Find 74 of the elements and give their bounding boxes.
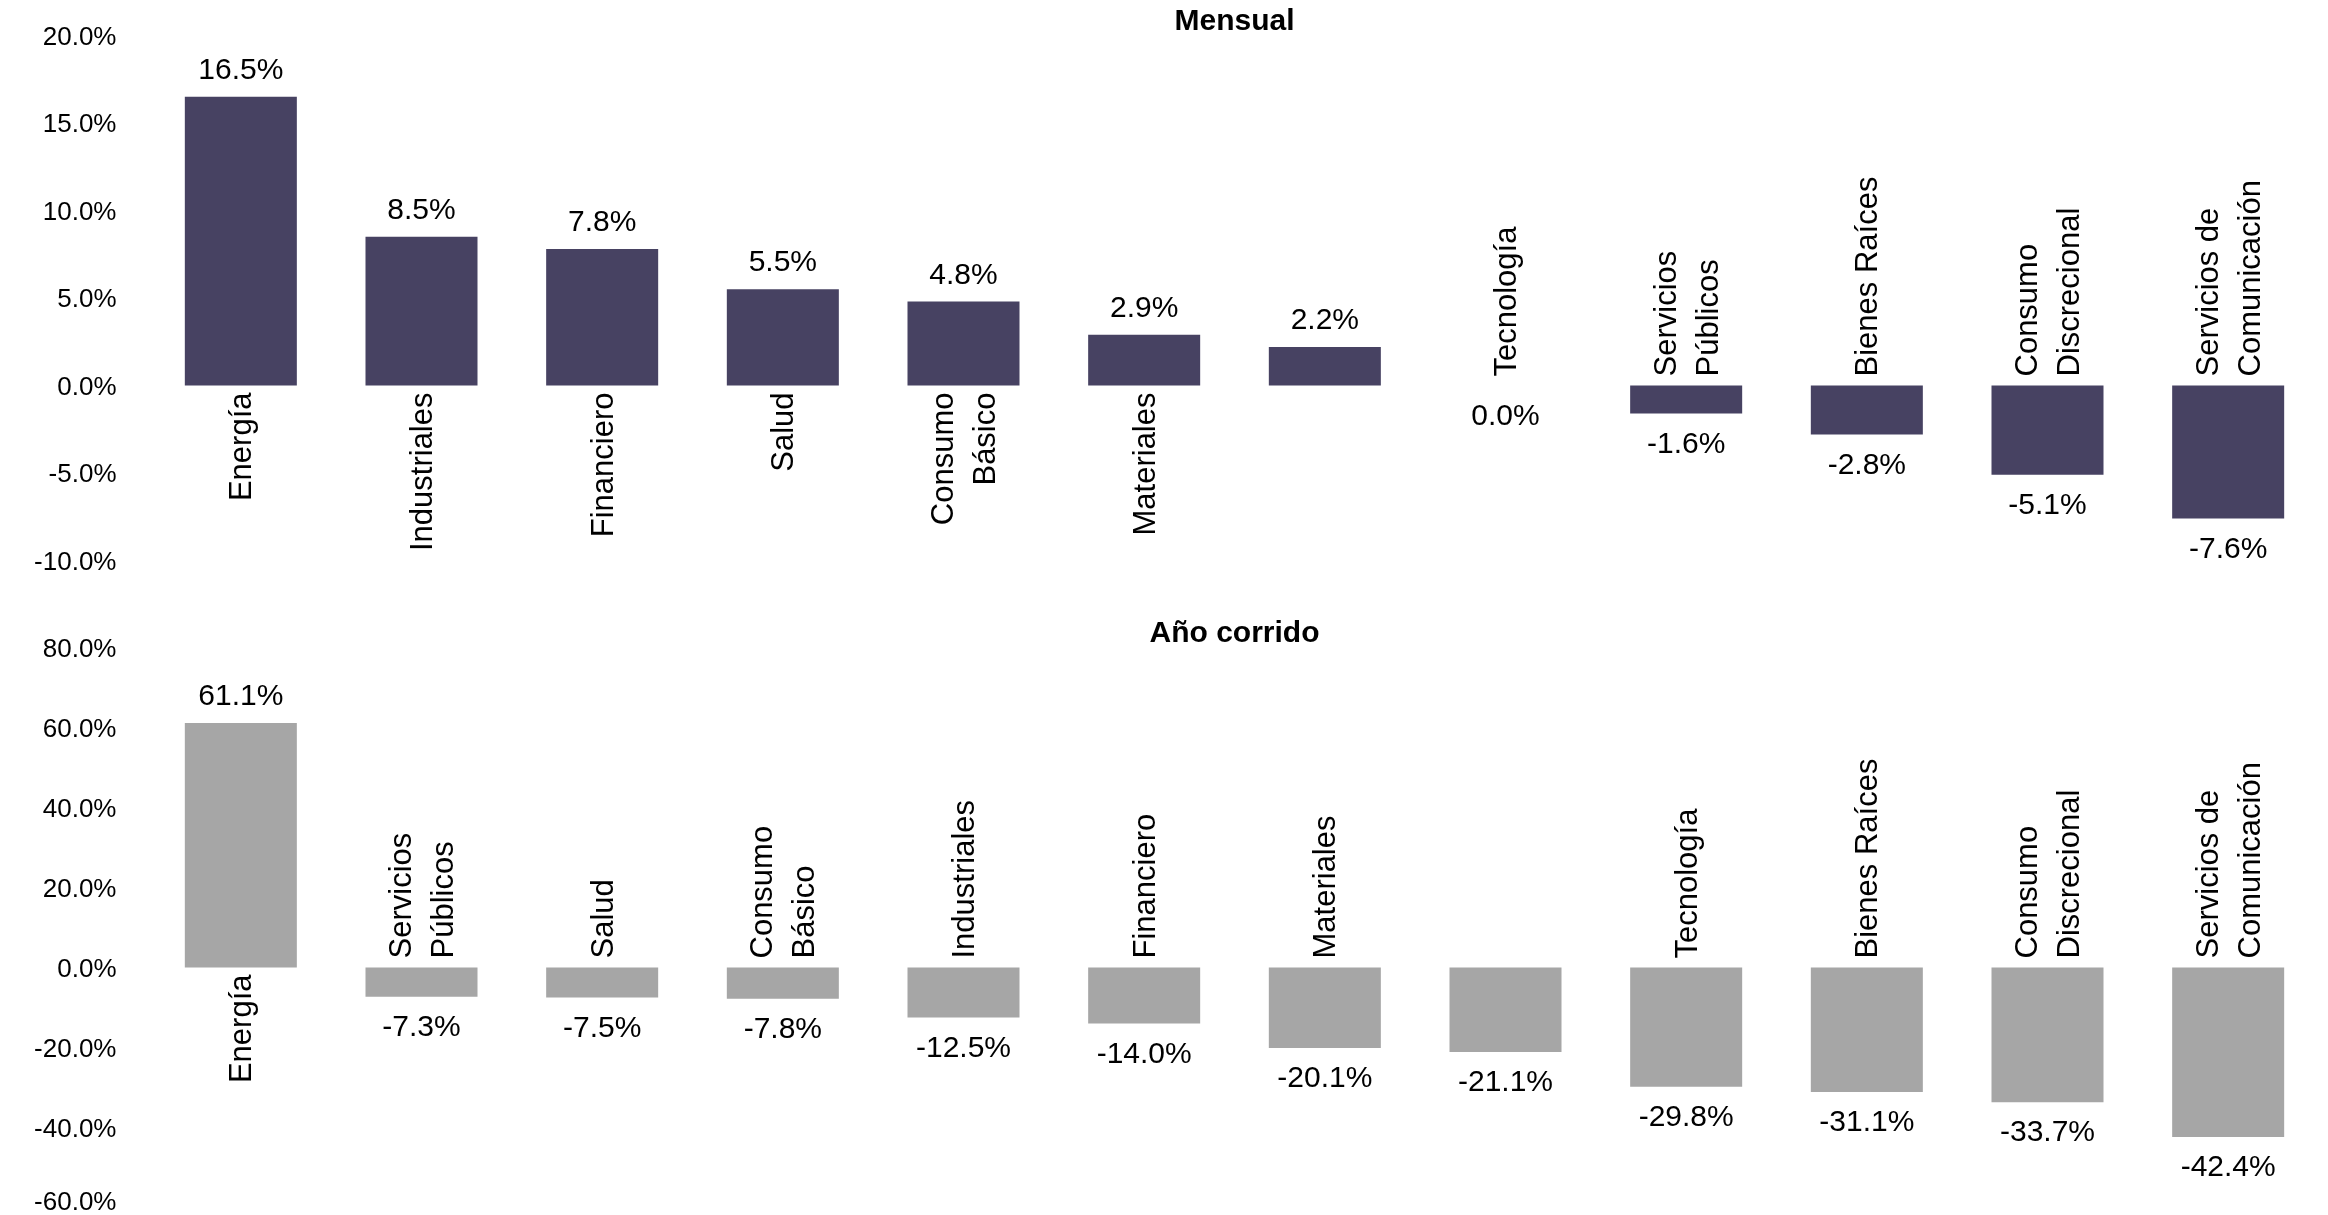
x-tick-label: Bienes Raíces [1849, 176, 1885, 377]
y-tick-label: -40.0% [34, 1112, 117, 1143]
y-tick-label: 0.0% [57, 370, 117, 401]
data-label: -7.5% [562, 1009, 642, 1043]
bar [1991, 385, 2104, 475]
bar [1810, 385, 1923, 435]
data-label: -7.3% [382, 1008, 461, 1042]
x-tick-label: Tecnología [1668, 807, 1704, 959]
data-label: -31.1% [1819, 1103, 1915, 1137]
chart-title: Año corrido [1149, 614, 1320, 648]
bar [1088, 334, 1201, 386]
x-tick-label: Bienes Raíces [1849, 758, 1885, 959]
data-label: 61.1% [198, 678, 284, 712]
y-tick-label: 20.0% [42, 20, 117, 51]
x-tick-label: Consumo Básico [925, 392, 1002, 526]
chart-title: Mensual [1174, 2, 1295, 36]
y-tick-label: 5.0% [57, 283, 117, 313]
x-tick-label: Consumo Discrecional [2009, 789, 2086, 959]
x-tick-label: Tecnología [1488, 225, 1523, 377]
x-tick-label: Salud [584, 879, 620, 959]
x-tick-label: Consumo Básico [744, 825, 822, 959]
y-tick-label: 60.0% [42, 712, 117, 743]
x-tick-label: Servicios Públicos [383, 832, 460, 959]
y-tick-label: 15.0% [42, 108, 117, 138]
data-label: 0.0% [1471, 397, 1540, 431]
data-label: 5.5% [748, 244, 818, 278]
x-tick-label: Financiero [1126, 813, 1162, 959]
data-label: 2.9% [1109, 289, 1179, 323]
y-tick-label: 80.0% [42, 632, 117, 663]
x-tick-label: Servicios de Comunicación [2189, 180, 2267, 377]
data-label: -7.8% [743, 1010, 823, 1044]
bar [1630, 385, 1743, 414]
bar [1268, 347, 1381, 386]
y-tick-label: 0.0% [57, 952, 117, 983]
data-label: -42.4% [2180, 1149, 2276, 1183]
y-tick-label: 10.0% [42, 195, 117, 226]
y-tick-label: -60.0% [34, 1185, 117, 1215]
data-label: -12.5% [915, 1029, 1012, 1063]
x-tick-label: Consumo Discrecional [2009, 207, 2086, 377]
bar [726, 289, 839, 386]
data-label: -33.7% [1999, 1114, 2096, 1148]
x-tick-label: Financiero [584, 392, 620, 538]
data-label: -14.0% [1096, 1035, 1192, 1069]
data-label: 4.8% [929, 256, 998, 290]
bar [907, 301, 1020, 386]
bar [546, 249, 659, 386]
y-tick-label: -10.0% [34, 545, 117, 576]
data-label: 7.8% [567, 204, 637, 237]
x-tick-label: Materiales [1126, 392, 1162, 536]
data-label: -20.1% [1277, 1059, 1373, 1093]
data-label: -5.1% [2008, 486, 2087, 520]
y-tick-label: -5.0% [48, 458, 117, 488]
bar [184, 96, 297, 386]
data-label: 8.5% [387, 191, 456, 225]
data-label: -21.1% [1457, 1063, 1554, 1097]
x-tick-label: Salud [765, 392, 801, 472]
data-label: 2.2% [1290, 302, 1360, 335]
x-tick-label: Servicios Públicos [1647, 250, 1725, 377]
data-label: -29.8% [1638, 1098, 1734, 1132]
data-label: -7.6% [2188, 530, 2268, 564]
x-tick-label: Servicios de Comunicación [2189, 762, 2267, 959]
data-label: -1.6% [1646, 425, 1726, 459]
x-tick-label: Materiales [1307, 815, 1343, 959]
x-tick-label: Industriales [404, 392, 439, 552]
bar [365, 236, 478, 386]
x-tick-label: Industriales [946, 799, 981, 959]
data-label: -2.8% [1827, 446, 1907, 480]
bar [2172, 385, 2285, 519]
x-tick-label: Energía [223, 391, 259, 502]
data-label: 16.5% [198, 51, 284, 85]
y-tick-label: 40.0% [42, 792, 117, 823]
x-tick-label: Energía [223, 973, 259, 1084]
y-tick-label: 20.0% [42, 872, 117, 903]
y-tick-label: -20.0% [34, 1032, 117, 1063]
